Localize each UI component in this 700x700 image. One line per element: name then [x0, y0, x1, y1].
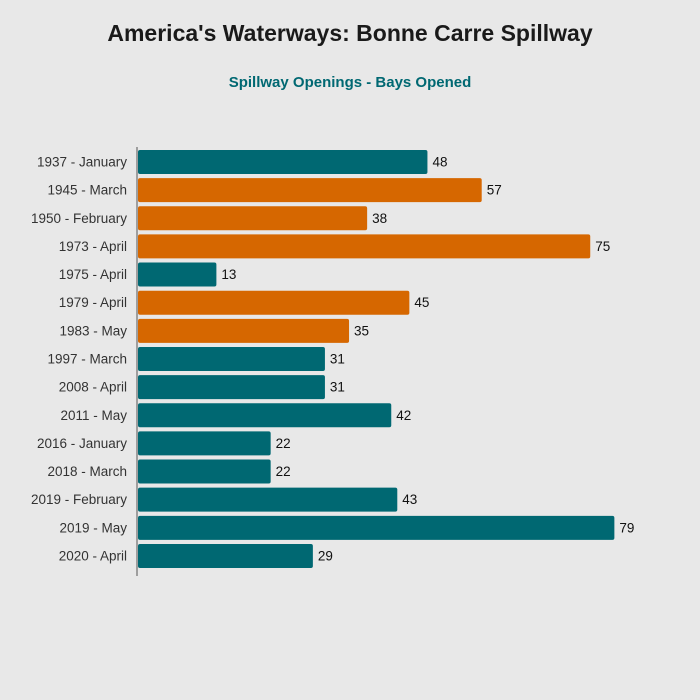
category-label-14: 2020 - April [59, 548, 127, 563]
bars-layer [138, 150, 615, 568]
value-label-5: 45 [414, 295, 429, 310]
bar-11 [138, 459, 271, 484]
bar-6 [138, 318, 350, 343]
bar-4 [138, 262, 217, 287]
bar-5 [138, 290, 410, 315]
bar-13 [138, 515, 615, 540]
category-label-9: 2011 - May [60, 408, 127, 423]
bar-2 [138, 206, 368, 231]
value-label-0: 48 [432, 155, 447, 170]
value-label-3: 75 [595, 239, 610, 254]
category-label-2: 1950 - February [31, 211, 127, 226]
value-label-11: 22 [276, 464, 291, 479]
value-label-13: 79 [619, 520, 634, 535]
value-label-10: 22 [276, 436, 291, 451]
bar-12 [138, 487, 398, 512]
bar-9 [138, 403, 392, 428]
bar-1 [138, 178, 482, 203]
value-label-14: 29 [318, 548, 333, 563]
value-label-6: 35 [354, 323, 369, 338]
category-labels-layer: 1937 - January 1945 - March 1950 - Februar… [31, 155, 127, 564]
value-label-4: 13 [221, 267, 236, 282]
chart-title: America's Waterways: Bonne Carre Spillwa… [107, 20, 593, 46]
value-label-2: 38 [372, 211, 387, 226]
category-label-8: 2008 - April [59, 380, 127, 395]
category-label-13: 2019 - May [59, 520, 127, 535]
category-label-10: 2016 - January [37, 436, 127, 451]
category-label-7: 1997 - March [47, 351, 127, 366]
value-labels-layer: 48 57 38 75 13 45 35 31 31 42 22 22 43 79 29 [221, 155, 634, 564]
chart-subtitle: Spillway Openings - Bays Opened [228, 74, 472, 91]
value-label-1: 57 [487, 183, 502, 198]
bar-14 [138, 543, 313, 568]
value-label-7: 31 [330, 351, 345, 366]
value-label-9: 42 [396, 408, 411, 423]
category-label-4: 1975 - April [59, 267, 127, 282]
value-label-12: 43 [402, 492, 417, 507]
bar-7 [138, 346, 325, 371]
value-label-8: 31 [330, 380, 345, 395]
category-label-12: 2019 - February [31, 492, 127, 507]
category-label-1: 1945 - March [47, 183, 127, 198]
category-label-5: 1979 - April [59, 295, 127, 310]
category-label-11: 2018 - March [47, 464, 127, 479]
category-label-3: 1973 - April [59, 239, 127, 254]
category-label-6: 1983 - May [59, 323, 127, 338]
bar-10 [138, 431, 271, 456]
bar-8 [138, 375, 325, 400]
category-label-0: 1937 - January [37, 155, 127, 170]
bar-0 [138, 150, 428, 174]
bar-3 [138, 234, 591, 259]
